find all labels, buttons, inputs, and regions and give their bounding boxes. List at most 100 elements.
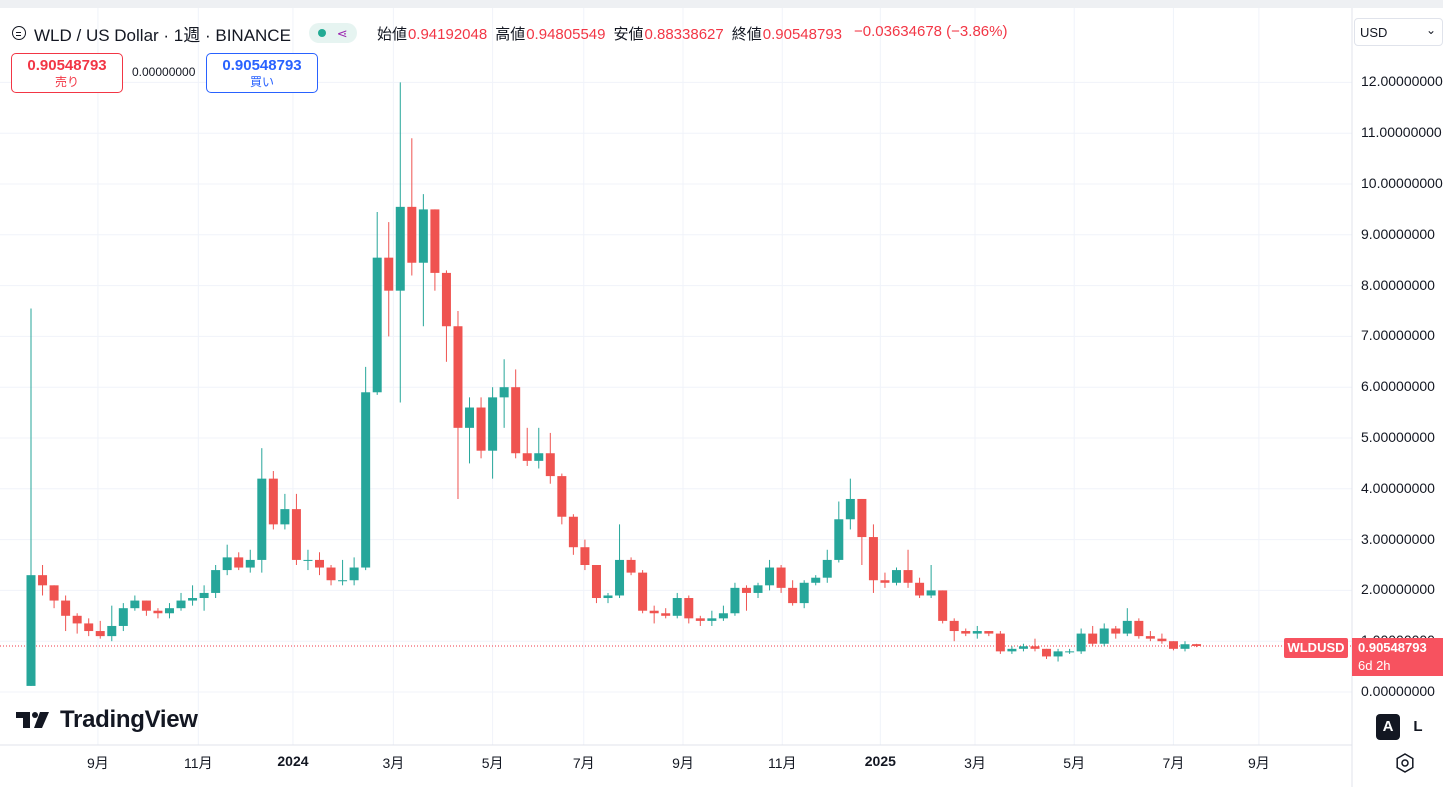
log-scale-button[interactable]: L bbox=[1406, 714, 1430, 740]
candle-body bbox=[707, 618, 717, 621]
buy-label: 買い bbox=[249, 75, 274, 89]
candle-body bbox=[488, 397, 498, 451]
x-tick-label: 11月 bbox=[767, 755, 797, 771]
candle-body bbox=[568, 516, 578, 548]
candle-body bbox=[857, 498, 867, 538]
currency-value: USD bbox=[1360, 25, 1388, 40]
candle-body bbox=[511, 387, 521, 454]
symbol-legend: WLD / US Dollar · 1週 · BINANCE ⋖ 始値0.941… bbox=[12, 22, 1008, 45]
y-tick-label: 4.00000000 bbox=[1361, 479, 1435, 496]
candle-body bbox=[753, 585, 763, 593]
candle-body bbox=[880, 580, 890, 583]
candle-body bbox=[741, 587, 751, 593]
candle-body bbox=[799, 582, 809, 604]
market-status-pill[interactable]: ⋖ bbox=[308, 23, 357, 43]
sell-button[interactable]: 0.90548793 売り bbox=[11, 53, 123, 93]
currency-select[interactable]: USD ⌄ bbox=[1354, 18, 1443, 46]
candle-body bbox=[626, 559, 636, 573]
sell-label: 売り bbox=[54, 75, 79, 89]
low-label: 安値 bbox=[613, 25, 644, 43]
candle-body bbox=[972, 631, 982, 634]
x-tick-label: 9月 bbox=[87, 755, 109, 771]
y-tick-label: 11.00000000 bbox=[1361, 124, 1442, 141]
candle-body bbox=[822, 559, 832, 578]
candle-body bbox=[268, 478, 278, 525]
tradingview-logo[interactable]: TradingView bbox=[14, 705, 198, 735]
candle-body bbox=[1157, 638, 1167, 642]
candle-body bbox=[1007, 648, 1017, 652]
candles bbox=[26, 82, 1202, 686]
share-icon[interactable]: ⋖ bbox=[336, 25, 348, 41]
spread-value: 0.00000000 bbox=[132, 65, 196, 79]
candle-body bbox=[557, 476, 567, 517]
market-open-dot-icon bbox=[318, 29, 327, 37]
candle-body bbox=[395, 206, 405, 291]
x-tick-label: 3月 bbox=[382, 755, 405, 771]
y-tick-label: 0.00000000 bbox=[1361, 683, 1435, 699]
candle-body bbox=[441, 272, 451, 327]
y-tick-label: 7.00000000 bbox=[1361, 327, 1435, 344]
candle-body bbox=[338, 580, 348, 582]
symbol-title[interactable]: WLD / US Dollar · 1週 · BINANCE bbox=[34, 25, 291, 45]
candle-body bbox=[61, 600, 71, 616]
candle-body bbox=[384, 257, 394, 291]
last-price-tag: 0.90548793 6d 2h bbox=[1352, 638, 1443, 676]
candle-body bbox=[257, 478, 267, 560]
candle-body bbox=[684, 598, 694, 619]
candle-body bbox=[49, 585, 59, 601]
open-label: 始値 bbox=[376, 25, 407, 43]
candle-body bbox=[580, 547, 590, 565]
tradingview-logo-icon bbox=[16, 712, 49, 728]
bar-countdown: 6d 2h bbox=[1358, 658, 1391, 673]
x-tick-label: 5月 bbox=[1063, 755, 1086, 771]
y-tick-label: 10.00000000 bbox=[1361, 175, 1443, 191]
candle-body bbox=[95, 631, 105, 637]
y-tick-label: 2.00000000 bbox=[1361, 581, 1435, 598]
logo-text: TradingView bbox=[60, 706, 198, 733]
settings-gear-icon[interactable] bbox=[1394, 752, 1416, 774]
high-label: 高値 bbox=[495, 25, 526, 43]
candle-body bbox=[788, 587, 798, 604]
x-tick-label: 2024 bbox=[277, 753, 309, 769]
open-value: 0.94192048 bbox=[407, 25, 488, 43]
candle-body bbox=[199, 592, 209, 599]
candle-body bbox=[476, 407, 486, 451]
candle-body bbox=[407, 206, 417, 263]
candle-body bbox=[315, 559, 324, 568]
low-value: 0.88338627 bbox=[644, 25, 724, 43]
candle-body bbox=[1065, 651, 1075, 653]
candle-body bbox=[845, 498, 855, 520]
candle-body bbox=[291, 509, 301, 560]
candle-body bbox=[961, 631, 971, 634]
candle-body bbox=[615, 559, 625, 596]
close-label: 終値 bbox=[731, 25, 762, 43]
candle-body bbox=[765, 567, 775, 586]
y-tick-label: 8.00000000 bbox=[1361, 276, 1435, 293]
last-price-value: 0.90548793 bbox=[1358, 640, 1427, 655]
candle-body bbox=[1088, 633, 1098, 644]
candle-body bbox=[1042, 648, 1052, 657]
candle-body bbox=[995, 633, 1005, 652]
candle-body bbox=[222, 557, 232, 571]
candle-body bbox=[1053, 651, 1063, 657]
candle-body bbox=[638, 572, 648, 611]
y-tick-label: 9.00000000 bbox=[1361, 225, 1435, 242]
x-tick-label: 7月 bbox=[572, 755, 595, 771]
candle-body bbox=[730, 587, 740, 614]
candle-body bbox=[811, 577, 821, 583]
candle-body bbox=[430, 209, 440, 273]
candle-body bbox=[1192, 644, 1202, 647]
candle-body bbox=[522, 453, 532, 461]
candle-body bbox=[372, 257, 382, 393]
auto-scale-button[interactable]: A bbox=[1376, 714, 1400, 740]
candle-body bbox=[984, 631, 994, 634]
candle-body bbox=[84, 623, 94, 632]
candle-body bbox=[591, 565, 601, 599]
candle-body bbox=[303, 559, 313, 561]
chevron-down-icon: ⌄ bbox=[1425, 23, 1436, 37]
candle-body bbox=[211, 570, 221, 593]
ohlc-values: 始値0.94192048 高値0.94805549 安値0.88338627 終… bbox=[377, 23, 1008, 44]
candle-body bbox=[107, 625, 117, 637]
buy-button[interactable]: 0.90548793 買い bbox=[206, 53, 318, 93]
